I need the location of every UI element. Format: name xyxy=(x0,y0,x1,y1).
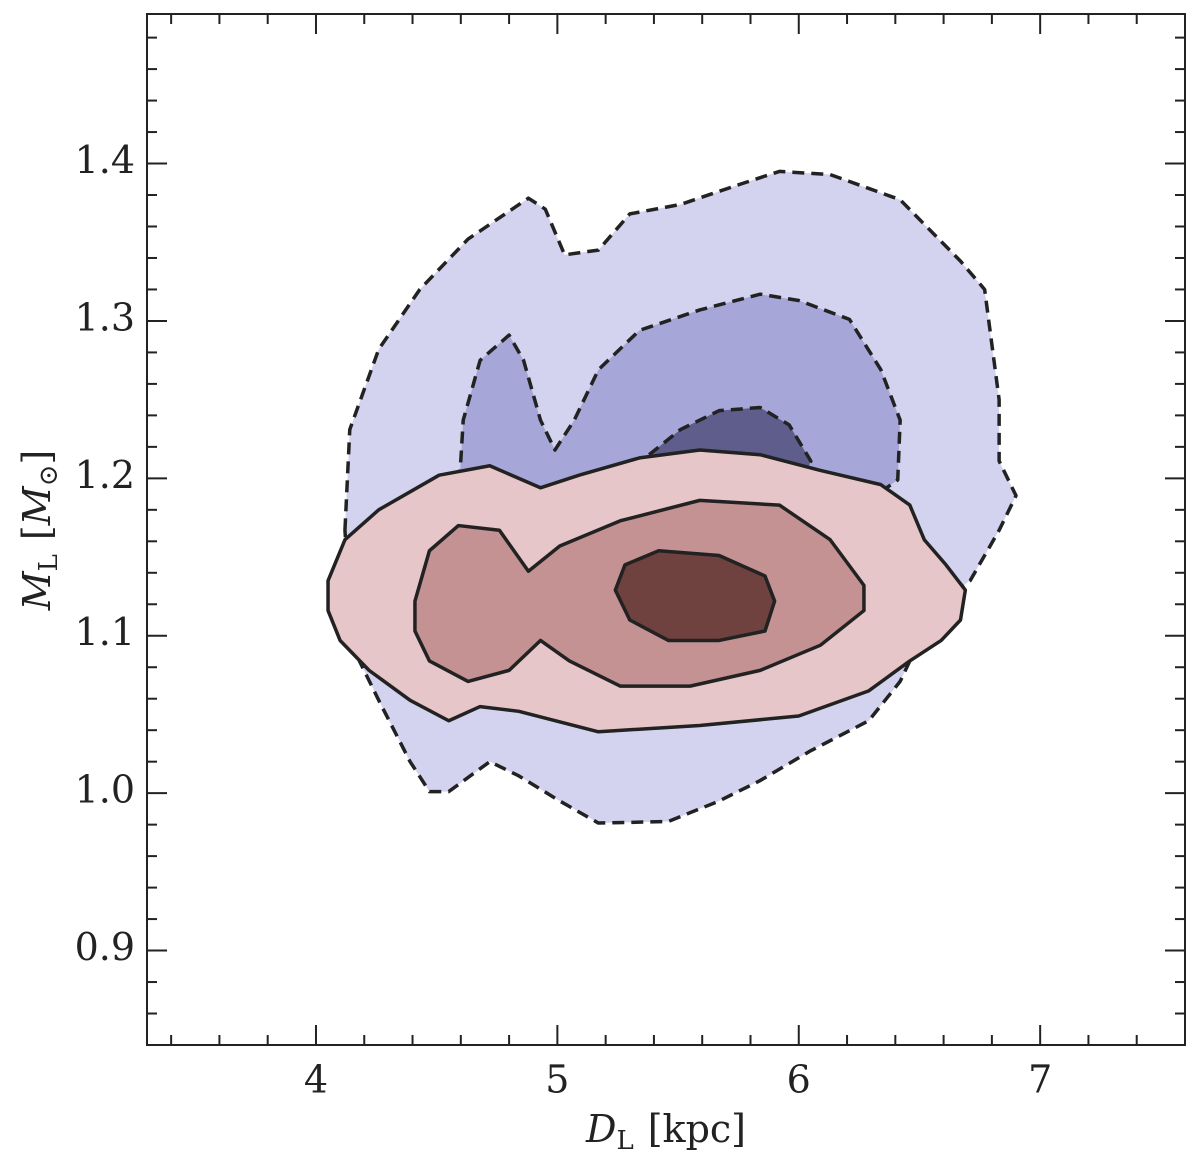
y-tick-label: 1.1 xyxy=(75,610,135,654)
x-label-subscript: L xyxy=(616,1126,633,1156)
x-tick-label: 4 xyxy=(304,1058,328,1102)
x-tick-label: 7 xyxy=(1028,1058,1052,1102)
x-tick-label: 5 xyxy=(545,1058,569,1102)
x-tick-label: 6 xyxy=(787,1058,811,1102)
plot-frame xyxy=(146,13,1186,1046)
y-label-unit-subscript: ⊙ xyxy=(34,465,64,487)
y-tick-label: 1.3 xyxy=(75,295,135,339)
y-tick-label: 1.0 xyxy=(75,768,135,812)
y-tick-label: 1.4 xyxy=(75,138,135,182)
contour xyxy=(613,549,777,643)
x-label-unit: [kpc] xyxy=(648,1107,746,1151)
y-label-symbol: M xyxy=(15,570,59,611)
y-label-unit-symbol: M xyxy=(15,485,59,526)
y-label-subscript: L xyxy=(34,554,64,571)
y-tick-label: 1.2 xyxy=(75,453,135,497)
y-label-bracket: [ xyxy=(15,525,59,540)
y-axis-label: ML[M⊙] xyxy=(15,450,65,612)
x-label-symbol: D xyxy=(585,1107,616,1151)
y-tick-label: 0.9 xyxy=(75,925,135,969)
x-axis-label: DL [kpc] xyxy=(585,1107,746,1157)
y-label-bracket: ] xyxy=(15,450,59,465)
